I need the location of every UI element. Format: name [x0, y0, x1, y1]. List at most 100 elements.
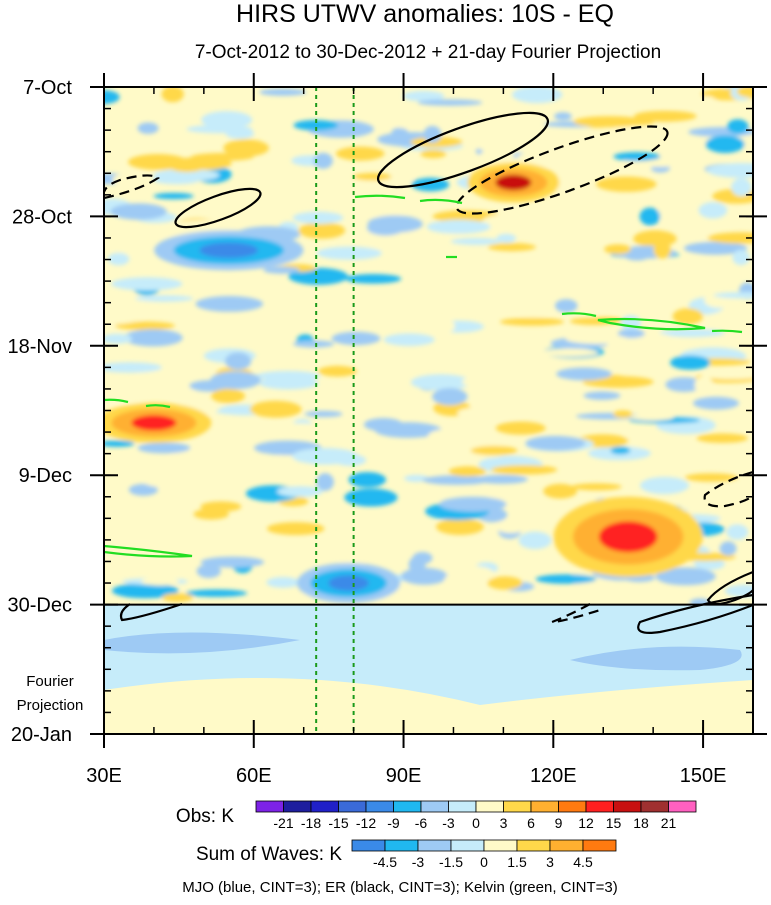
kelvin-contour: [597, 317, 706, 331]
legend-swatch: [640, 800, 669, 813]
anomaly-blob: [654, 206, 698, 222]
legend-swatch: [417, 839, 452, 852]
anomaly-blob: [112, 583, 179, 599]
anomaly-blob: [633, 110, 697, 122]
anomaly-feature-core: [131, 415, 177, 431]
anomaly-feature-core: [328, 575, 369, 591]
anomaly-blob: [415, 594, 432, 602]
anomaly-blob: [573, 116, 645, 128]
x-tick-label: 90E: [386, 765, 422, 787]
anomaly-field: [104, 87, 753, 608]
anomaly-blob: [694, 376, 714, 394]
anomaly-blob: [137, 122, 159, 134]
anomaly-blob: [629, 413, 674, 421]
anomaly-blob: [223, 139, 269, 157]
legend-level-label: -4.5: [373, 854, 397, 870]
kelvin-contour: [104, 544, 193, 558]
anomaly-blob: [512, 87, 563, 104]
anomaly-blob: [137, 442, 191, 454]
kelvin-contour: [711, 329, 743, 334]
legend-swatch: [255, 800, 284, 813]
anomaly-blob: [141, 577, 180, 586]
anomaly-blob: [316, 246, 382, 260]
anomaly-blob: [569, 212, 600, 220]
legend-swatch: [338, 800, 367, 813]
anomaly-blob: [259, 88, 307, 96]
legend-swatch: [582, 839, 617, 852]
waves-legend-label: Sum of Waves: K: [196, 844, 342, 865]
anomaly-blob: [479, 147, 514, 166]
anomaly-blob: [513, 207, 555, 222]
anomaly-blob: [153, 168, 220, 182]
anomaly-blob: [450, 237, 502, 245]
anomaly-blob: [123, 329, 183, 347]
anomaly-blob: [457, 406, 526, 420]
legend-level-label: -12: [356, 815, 376, 831]
projection-warm-band: [104, 678, 753, 734]
anomaly-blob: [554, 299, 578, 313]
anomaly-blob: [128, 483, 158, 496]
anomaly-blob: [575, 227, 622, 240]
anomaly-blob: [304, 410, 343, 418]
anomaly-blob: [707, 232, 753, 244]
kelvin-contour: [145, 404, 171, 409]
anomaly-blob: [701, 371, 753, 380]
anomaly-blob: [212, 449, 234, 464]
anomaly-blob: [672, 308, 703, 325]
anomaly-blob: [659, 328, 725, 338]
anomaly-blob: [630, 87, 680, 96]
anomaly-blob: [200, 556, 265, 568]
anomaly-blob: [417, 99, 483, 106]
anomaly-blob: [736, 87, 753, 98]
anomaly-blob: [196, 564, 221, 578]
anomaly-blob: [518, 531, 552, 550]
anomaly-blob: [684, 241, 748, 255]
anomaly-blob: [535, 574, 597, 584]
legend-swatch: [283, 800, 312, 813]
y-axis: 7-Oct 28-Oct 18-Nov 9-Dec 30-Dec 20-Jan: [8, 77, 767, 746]
legend-level-label: -3: [442, 815, 455, 831]
er-contour: [174, 187, 262, 229]
anomaly-blob: [540, 348, 599, 357]
anomaly-blob: [331, 331, 381, 346]
anomaly-blob: [365, 199, 409, 218]
anomaly-blob: [470, 445, 518, 456]
anomaly-blob: [717, 514, 753, 524]
anomaly-blob: [556, 367, 612, 381]
anomaly-blob: [565, 334, 628, 344]
anomaly-blob: [627, 296, 670, 303]
projection-cool-patch: [570, 646, 742, 671]
anomaly-blob: [225, 352, 252, 370]
anomaly-blob: [313, 152, 333, 169]
anomaly-blob: [112, 172, 151, 187]
er-contour-negative: [703, 470, 753, 508]
anomaly-blob: [439, 496, 507, 512]
y-tick-label: 18-Nov: [8, 336, 72, 358]
anomaly-blob: [713, 292, 753, 299]
contour-footer: MJO (blue, CINT=3); ER (black, CINT=3); …: [182, 879, 618, 896]
anomaly-blob: [393, 113, 420, 129]
anomaly-blob: [665, 377, 703, 392]
anomaly-blob: [107, 252, 130, 266]
anomaly-blob: [610, 446, 631, 455]
anomaly-blob: [426, 219, 491, 234]
legend-swatch: [365, 800, 394, 813]
waves-legend: -4.5 -3 -1.5 0 1.5 3 4.5: [351, 839, 617, 870]
anomaly-blob: [225, 128, 255, 139]
plot-area: [104, 87, 753, 734]
anomaly-blob: [697, 96, 717, 111]
wave-contours: [104, 111, 753, 634]
legend-level-label: 4.5: [573, 854, 593, 870]
anomaly-blob: [402, 90, 445, 102]
legend-swatch: [503, 800, 532, 813]
anomaly-blob: [185, 589, 248, 597]
anomaly-blob: [316, 473, 334, 491]
anomaly-blob: [543, 483, 578, 499]
anomaly-blob: [323, 386, 360, 400]
anomaly-blob: [613, 590, 664, 605]
anomaly-blob: [423, 125, 442, 143]
anomaly-blob: [391, 127, 408, 138]
anomaly-blob: [613, 152, 661, 162]
er-contour: [376, 111, 550, 189]
